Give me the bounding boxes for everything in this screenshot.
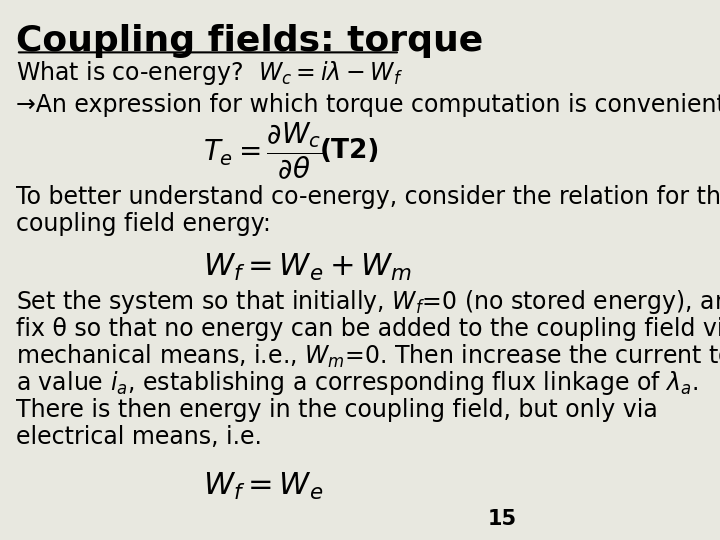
Text: There is then energy in the coupling field, but only via: There is then energy in the coupling fie… xyxy=(16,399,658,422)
Text: (T2): (T2) xyxy=(320,138,380,164)
Text: Set the system so that initially, $W_f$=0 (no stored energy), and: Set the system so that initially, $W_f$=… xyxy=(16,288,720,316)
Text: What is co-energy?  $W_c = i\lambda - W_f$: What is co-energy? $W_c = i\lambda - W_f… xyxy=(16,59,403,87)
Text: $T_e = \dfrac{\partial W_c}{\partial \theta}$: $T_e = \dfrac{\partial W_c}{\partial \th… xyxy=(202,120,322,182)
Text: a value $i_a$, establishing a corresponding flux linkage of $\lambda_a$.: a value $i_a$, establishing a correspond… xyxy=(16,369,698,397)
Text: electrical means, i.e.: electrical means, i.e. xyxy=(16,426,262,449)
Text: Coupling fields: torque: Coupling fields: torque xyxy=(16,24,483,58)
Text: mechanical means, i.e., $W_m$=0. Then increase the current to: mechanical means, i.e., $W_m$=0. Then in… xyxy=(16,343,720,370)
Text: $W_f = W_e$: $W_f = W_e$ xyxy=(202,470,323,502)
Text: To better understand co-energy, consider the relation for the: To better understand co-energy, consider… xyxy=(16,185,720,209)
Text: 15: 15 xyxy=(488,509,517,529)
Text: $W_f = W_e + W_m$: $W_f = W_e + W_m$ xyxy=(202,252,412,283)
Text: →An expression for which torque computation is convenient: →An expression for which torque computat… xyxy=(16,93,720,117)
Text: fix θ so that no energy can be added to the coupling field via: fix θ so that no energy can be added to … xyxy=(16,318,720,341)
Text: coupling field energy:: coupling field energy: xyxy=(16,212,271,236)
